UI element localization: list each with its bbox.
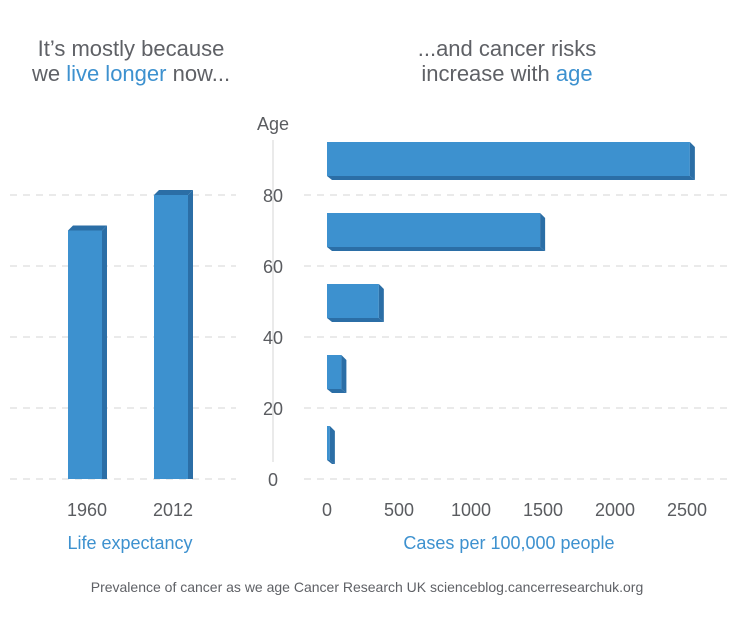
left-heading: It’s mostly because we live longer now..… [0, 36, 262, 86]
bar-side [329, 426, 335, 464]
bar-bottom [327, 460, 335, 464]
bar-cancer-cases [327, 355, 342, 389]
right-heading-pre: increase with [421, 61, 556, 86]
tick-label-age: 0 [268, 470, 278, 490]
bar-bottom [327, 176, 695, 180]
bar-top [154, 190, 193, 195]
left-heading-accent: live longer [66, 61, 167, 86]
right-heading-line2: increase with age [382, 61, 632, 86]
tick-label-year: 1960 [67, 500, 107, 520]
right-heading-accent: age [555, 61, 593, 86]
tick-label-year: 2012 [153, 500, 193, 520]
tick-label-cases: 2000 [595, 500, 635, 520]
bar-side [689, 142, 695, 180]
bar-side [378, 284, 384, 322]
bar-life-expectancy [154, 195, 188, 479]
tick-label-age: 20 [263, 399, 283, 419]
tick-label-cases: 0 [322, 500, 332, 520]
bar-side [540, 213, 546, 251]
bar-top [68, 225, 107, 231]
tick-label-cases: 1500 [523, 500, 563, 520]
bar-cancer-cases [327, 213, 541, 247]
bar-side [341, 355, 347, 393]
tick-label-age: 60 [263, 257, 283, 277]
left-heading-pre: we [31, 61, 67, 86]
bar-bottom [327, 389, 347, 393]
right-heading: ...and cancer risks increase with age [382, 36, 632, 86]
left-heading-line2: we live longer now... [0, 61, 262, 86]
x-axis-title-cases: Cases per 100,000 people [403, 533, 614, 553]
tick-label-cases: 500 [384, 500, 414, 520]
tick-label-cases: 2500 [667, 500, 707, 520]
bar-bottom [327, 318, 384, 322]
left-heading-line1: It’s mostly because [37, 36, 225, 61]
bar-cancer-cases [327, 426, 330, 460]
tick-label-cases: 1000 [451, 500, 491, 520]
tick-label-age: 40 [263, 328, 283, 348]
x-axis-title-life-expectancy: Life expectancy [67, 533, 192, 553]
left-heading-post: now... [166, 61, 231, 86]
bar-bottom [327, 247, 546, 251]
bar-cancer-cases [327, 142, 690, 176]
tick-label-age: 80 [263, 186, 283, 206]
footer-source: Prevalence of cancer as we age Cancer Re… [90, 579, 644, 595]
y-axis-title-age: Age [257, 114, 289, 134]
bar-side [102, 225, 107, 479]
bar-life-expectancy [68, 230, 102, 479]
right-heading-line1: ...and cancer risks [417, 36, 597, 61]
bar-cancer-cases [327, 284, 379, 318]
bar-side [188, 190, 193, 479]
